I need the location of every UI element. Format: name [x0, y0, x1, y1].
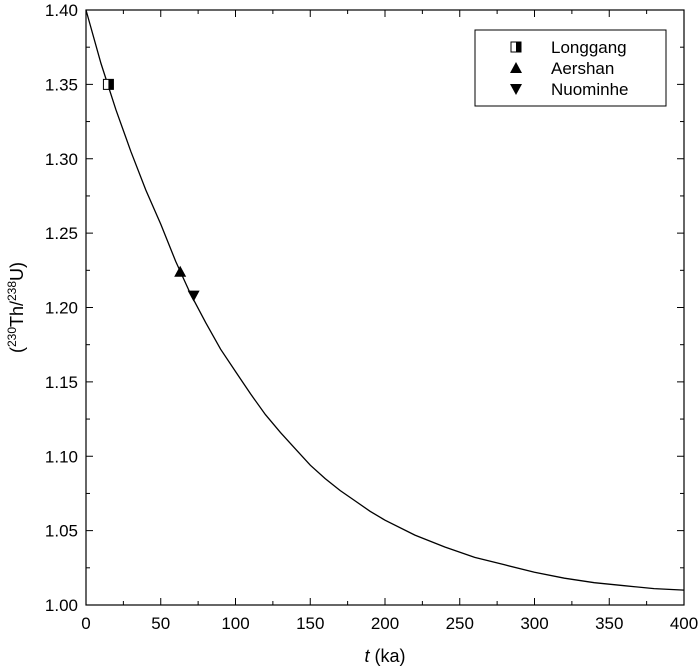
x-tick-label: 200	[371, 614, 399, 633]
marker-triangle-down	[510, 84, 522, 95]
legend-label-longgang: Longgang	[551, 38, 627, 57]
y-tick-label: 1.10	[45, 447, 78, 466]
x-tick-label: 300	[520, 614, 548, 633]
marker-triangle-up	[174, 265, 187, 277]
x-tick-label: 150	[296, 614, 324, 633]
legend-marker-aershan	[510, 62, 522, 73]
y-tick-label: 1.30	[45, 150, 78, 169]
marker-square-fill	[516, 42, 521, 52]
legend-label-nuominhe: Nuominhe	[551, 80, 629, 99]
decay-curve	[85, 9, 685, 591]
y-tick-label: 1.40	[45, 1, 78, 20]
data-point-nuominhe	[187, 290, 200, 302]
y-axis-label: (230Th/238U)	[5, 262, 27, 353]
x-tick-label: 250	[446, 614, 474, 633]
x-axis-label: t (ka)	[364, 646, 405, 666]
data-point-longgang	[102, 78, 114, 90]
marker-square-fill	[108, 79, 114, 90]
x-tick-label: 100	[221, 614, 249, 633]
x-tick-label: 0	[81, 614, 90, 633]
legend-marker-longgang	[510, 41, 522, 53]
legend-marker-nuominhe	[510, 84, 522, 95]
y-tick-label: 1.05	[45, 522, 78, 541]
y-tick-label: 1.35	[45, 75, 78, 94]
legend-box	[474, 29, 667, 107]
legend-label-aershan: Aershan	[551, 59, 614, 78]
y-tick-label: 1.20	[45, 299, 78, 318]
x-tick-label: 50	[151, 614, 170, 633]
marker-triangle-up	[510, 62, 522, 73]
marker-triangle-down	[187, 290, 200, 302]
y-tick-label: 1.25	[45, 224, 78, 243]
data-point-aershan	[174, 265, 187, 277]
y-tick-label: 1.00	[45, 596, 78, 615]
x-tick-label: 400	[670, 614, 698, 633]
y-tick-label: 1.15	[45, 373, 78, 392]
x-tick-label: 350	[595, 614, 623, 633]
